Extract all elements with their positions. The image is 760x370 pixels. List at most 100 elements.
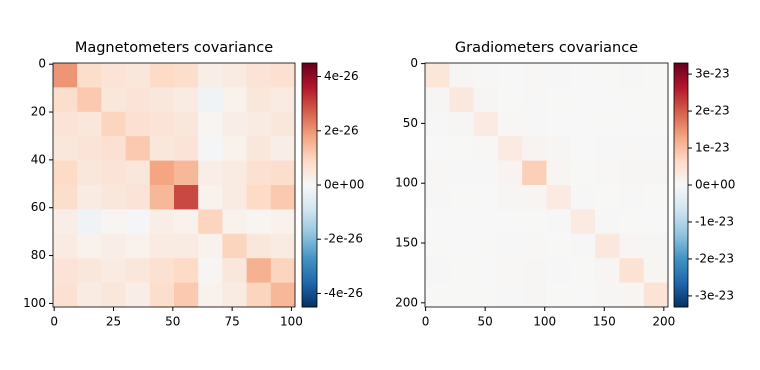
colorbar-slice xyxy=(674,292,688,296)
colorbar-slice xyxy=(302,178,317,182)
heatmap-cell xyxy=(449,63,474,88)
heatmap-cell xyxy=(643,87,669,113)
x-tick-label: 25 xyxy=(106,315,121,329)
heatmap-cell xyxy=(570,282,596,308)
heatmap-cell xyxy=(595,258,620,283)
colorbar-slice xyxy=(302,103,317,107)
colorbar-slice xyxy=(302,124,317,127)
colorbar-slice xyxy=(302,241,317,245)
colorbar-slice xyxy=(674,67,688,70)
heatmap-cell xyxy=(101,185,126,210)
colorbar-slice xyxy=(674,284,688,288)
heatmap-cell xyxy=(53,87,78,113)
colorbar-slice xyxy=(302,105,317,109)
colorbar-slice xyxy=(302,130,317,133)
colorbar-slice xyxy=(302,290,317,294)
colorbar-slice xyxy=(674,79,688,82)
colorbar-slice xyxy=(674,217,688,220)
colorbar-slice xyxy=(302,99,317,103)
heatmap-cell xyxy=(425,209,450,235)
colorbar-slice xyxy=(302,97,317,100)
heatmap-cell xyxy=(125,233,151,259)
colorbar-slice xyxy=(674,278,688,281)
colorbar-slice xyxy=(674,296,688,300)
colorbar-slice xyxy=(302,260,317,263)
heatmap-cell xyxy=(149,136,175,161)
heatmap-cell xyxy=(174,160,199,186)
heatmap-cell xyxy=(125,63,151,88)
heatmap-cell xyxy=(246,87,272,113)
colorbar-slice xyxy=(302,304,317,308)
heatmap-cell xyxy=(270,233,296,259)
colorbar-slice xyxy=(674,227,688,231)
heatmap-cell xyxy=(643,258,669,283)
heatmap-cell xyxy=(149,87,175,113)
colorbar-slice xyxy=(302,207,317,210)
heatmap-cell xyxy=(149,111,175,137)
heatmap-cell xyxy=(246,63,272,88)
colorbar-slice xyxy=(674,235,688,239)
colorbar-slice xyxy=(302,300,317,304)
heatmap-cell xyxy=(546,63,572,88)
colorbar-slice xyxy=(302,115,317,119)
heatmap-cell xyxy=(546,282,572,308)
heatmap-cell xyxy=(546,233,572,259)
colorbar-slice xyxy=(302,284,317,288)
colorbar-slice xyxy=(302,154,317,157)
colorbar-slice xyxy=(674,142,688,145)
colorbar-slice xyxy=(674,195,688,198)
colorbar-slice xyxy=(674,162,688,166)
colorbar-slice xyxy=(674,288,688,292)
heatmap-cell xyxy=(222,282,247,308)
heatmap-cell xyxy=(125,258,151,283)
heatmap-cell xyxy=(619,111,644,137)
heatmap-cell xyxy=(222,185,247,210)
y-tick-label: 80 xyxy=(31,248,46,262)
colorbar-slice xyxy=(674,272,688,275)
colorbar-slice xyxy=(674,148,688,151)
colorbar-slice xyxy=(302,254,317,257)
colorbar-slice xyxy=(302,63,317,66)
heatmap-cell xyxy=(473,185,499,210)
colorbar-slice xyxy=(302,250,317,253)
colorbar-slice xyxy=(674,95,688,98)
colorbar-slice xyxy=(302,142,317,145)
heatmap-cell xyxy=(570,233,596,259)
colorbar-slice xyxy=(302,195,317,198)
colorbar-slice xyxy=(674,156,688,159)
colorbar-slice xyxy=(674,246,688,249)
colorbar-slice xyxy=(302,87,317,90)
y-tick-label: 0 xyxy=(38,57,46,71)
colorbar-tick-label: 0e+00 xyxy=(324,178,364,192)
colorbar-slice xyxy=(302,117,317,121)
heatmap-cell xyxy=(101,258,126,283)
heatmap-cell xyxy=(497,111,523,137)
colorbar-slice xyxy=(674,241,688,245)
colorbar-slice xyxy=(302,185,317,188)
colorbar-slice xyxy=(674,203,688,206)
colorbar-slice xyxy=(302,266,317,269)
plot-frame xyxy=(52,62,296,308)
heatmap-cell xyxy=(198,111,223,137)
colorbar-slice xyxy=(302,85,317,88)
colorbar-slice xyxy=(302,144,317,147)
heatmap-cell xyxy=(77,136,102,161)
y-tick-label: 100 xyxy=(23,296,46,310)
colorbar-slice xyxy=(302,176,317,180)
colorbar-slice xyxy=(674,290,688,294)
colorbar-slice xyxy=(674,191,688,194)
heatmap-cell xyxy=(198,185,223,210)
heatmap-cell xyxy=(53,111,78,137)
colorbar-slice xyxy=(674,233,688,237)
plot-frame xyxy=(424,62,669,308)
heatmap-cell xyxy=(246,209,272,235)
heatmap-cell xyxy=(473,282,499,308)
colorbar-slice xyxy=(302,174,317,178)
heatmap-cell xyxy=(619,160,644,186)
heatmap-cell xyxy=(53,160,78,186)
heatmap-cell xyxy=(522,233,547,259)
colorbar-slice xyxy=(302,270,317,273)
colorbar-slice xyxy=(674,150,688,153)
colorbar-slice xyxy=(674,152,688,155)
x-tick-label: 50 xyxy=(165,315,180,329)
